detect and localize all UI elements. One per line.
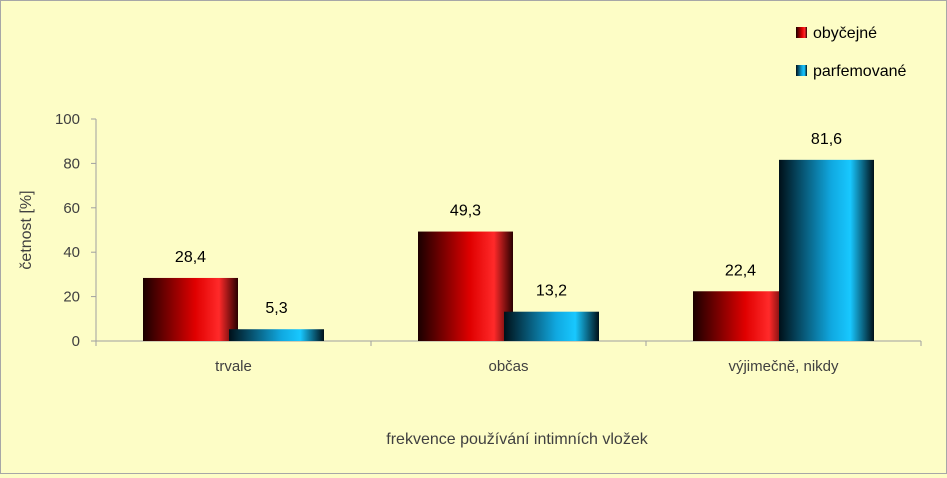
legend: obyčejné parfemované bbox=[796, 25, 906, 80]
bar-parfemovane bbox=[229, 329, 324, 341]
data-label: 22,4 bbox=[725, 262, 756, 279]
legend-swatch-parfemovane bbox=[796, 65, 807, 76]
y-tick-label: 100 bbox=[55, 111, 80, 128]
bar-obycejne bbox=[693, 291, 788, 341]
data-label: 49,3 bbox=[450, 203, 481, 220]
x-tick-label: trvale bbox=[215, 358, 252, 375]
y-tick-label: 0 bbox=[72, 333, 80, 350]
bar-obycejne bbox=[418, 231, 513, 341]
y-tick-label: 20 bbox=[63, 289, 80, 306]
data-label: 13,2 bbox=[536, 283, 567, 300]
legend-label-obycejne: obyčejné bbox=[813, 25, 877, 42]
x-tick-label: výjimečně, nikdy bbox=[728, 358, 839, 375]
x-tick-label: občas bbox=[488, 358, 528, 375]
data-label: 81,6 bbox=[811, 131, 842, 148]
bar-obycejne bbox=[143, 277, 238, 341]
y-tick-label: 60 bbox=[63, 200, 80, 217]
data-label: 28,4 bbox=[175, 249, 206, 266]
y-tick-label: 40 bbox=[63, 244, 80, 261]
x-axis-title: frekvence používání intimních vložek bbox=[386, 431, 648, 448]
legend-swatch-obycejne bbox=[796, 27, 807, 38]
y-axis-title: četnost [%] bbox=[18, 190, 35, 269]
bar-parfemovane bbox=[779, 159, 874, 341]
legend-label-parfemovane: parfemované bbox=[813, 63, 906, 80]
bar-parfemovane bbox=[504, 311, 599, 341]
data-label: 5,3 bbox=[265, 300, 287, 317]
y-tick-label: 80 bbox=[63, 155, 80, 172]
